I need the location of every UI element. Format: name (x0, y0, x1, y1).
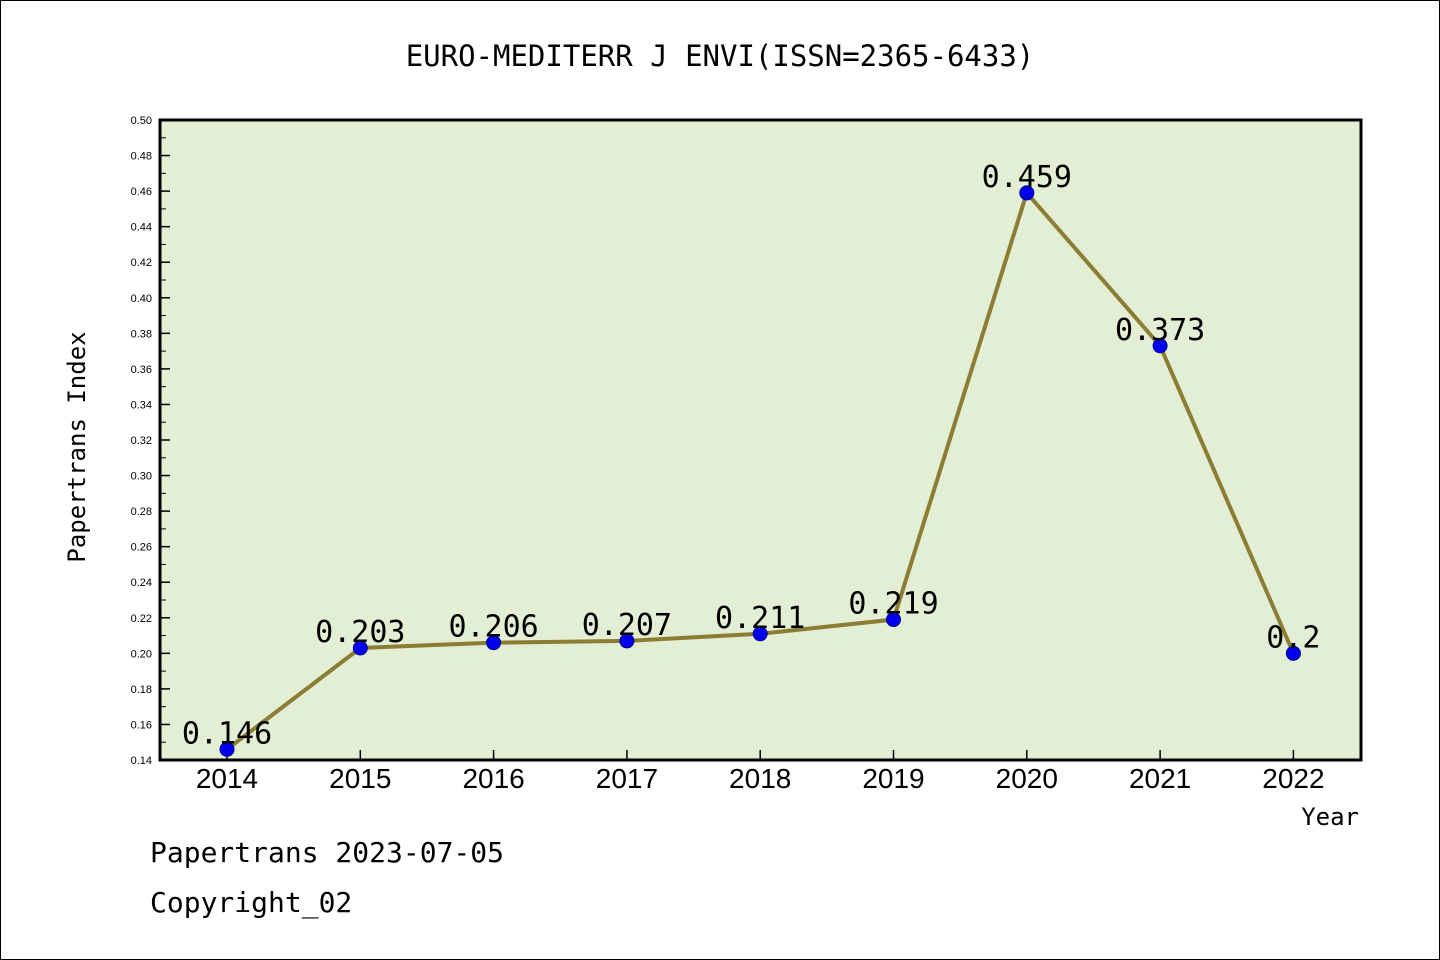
y-tick-label: 0.30 (131, 471, 152, 483)
data-label: 0.203 (315, 615, 405, 650)
x-tick-label: 2021 (1129, 763, 1191, 794)
y-axis-label: Papertrans Index (63, 331, 91, 562)
x-tick-label: 2015 (329, 763, 391, 794)
data-point (752, 626, 768, 642)
y-tick-label: 0.34 (131, 399, 152, 411)
data-point (619, 633, 635, 649)
data-point (886, 612, 901, 628)
x-axis-label: Year (1301, 803, 1359, 831)
data-label: 0.2 (1266, 620, 1320, 655)
y-tick-label: 0.14 (131, 755, 152, 767)
data-labels: 0.146 0.203 0.206 0.207 0.211 0.219 0.459 0.373… (182, 160, 1321, 751)
data-label: 0.459 (982, 160, 1072, 195)
chart-title: EURO-MEDITERR J ENVI(ISSN=2365-6433) (406, 39, 1035, 73)
x-tick-label: 2022 (1262, 763, 1324, 794)
data-point (219, 741, 235, 757)
y-tick-label: 0.48 (131, 151, 152, 163)
y-tick-label: 0.24 (131, 577, 152, 589)
data-label: 0.207 (582, 608, 672, 643)
data-label: 0.373 (1115, 313, 1205, 348)
x-axis: 2014 2015 2016 2017 2018 2019 2020 2021 2022 (196, 750, 1325, 794)
series-group (219, 185, 1301, 757)
y-tick-label: 0.46 (131, 186, 152, 198)
x-tick-label: 2014 (196, 763, 258, 794)
data-label: 0.211 (715, 601, 805, 636)
y-tick-label: 0.38 (131, 328, 152, 340)
data-point (1152, 338, 1168, 354)
y-tick-label: 0.42 (131, 257, 152, 269)
y-tick-label: 0.44 (131, 222, 152, 234)
data-point (1019, 185, 1035, 201)
data-point (352, 640, 368, 656)
data-label: 0.219 (848, 587, 938, 622)
data-label: 0.206 (448, 610, 538, 645)
y-tick-label: 0.40 (131, 293, 152, 305)
data-point (486, 635, 502, 651)
y-tick-label: 0.36 (131, 364, 152, 376)
data-label: 0.146 (182, 716, 272, 751)
x-tick-label: 2016 (462, 763, 524, 794)
y-tick-label: 0.20 (131, 648, 152, 660)
y-tick-label: 0.28 (131, 506, 152, 518)
y-tick-label: 0.50 (131, 115, 152, 127)
data-point (1285, 645, 1301, 661)
y-tick-label: 0.22 (131, 613, 152, 625)
x-tick-label: 2017 (596, 763, 658, 794)
x-tick-label: 2019 (862, 763, 924, 794)
footer-date: Papertrans 2023-07-05 (150, 836, 505, 869)
y-tick-label: 0.18 (131, 684, 152, 696)
footer-copyright: Copyright_02 (150, 886, 353, 919)
y-tick-label: 0.32 (131, 435, 152, 447)
x-tick-label: 2020 (996, 763, 1058, 794)
y-axis: 0.14 0.16 0.18 0.20 0.22 0.24 0.26 0.28 0.30 0.32… (131, 115, 170, 767)
y-tick-label: 0.26 (131, 542, 152, 554)
y-tick-label: 0.16 (131, 719, 152, 731)
x-tick-label: 2018 (729, 763, 791, 794)
